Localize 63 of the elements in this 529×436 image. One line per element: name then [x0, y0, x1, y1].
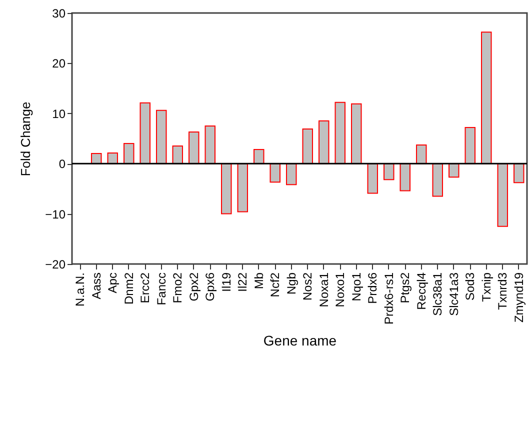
x-tick-label: N.a.N. [73, 272, 88, 307]
x-tick-label: Prdx6-rs1 [382, 272, 396, 325]
x-tick-label: Gpx6 [203, 272, 218, 302]
bar [464, 126, 476, 164]
bar [254, 149, 264, 164]
x-tick-label: Ercc2 [138, 272, 152, 304]
bar [91, 153, 102, 164]
x-tick-label: Ngb [284, 272, 298, 295]
bar [204, 125, 216, 164]
x-tick-label: Noxa1 [316, 272, 331, 308]
x-tick-label: Sod3 [463, 272, 478, 301]
y-tick-label: 30 [52, 6, 66, 20]
bar [221, 163, 232, 214]
bar [334, 102, 346, 164]
bar [351, 103, 362, 164]
x-tick-label: Mb [252, 272, 266, 290]
bar [367, 163, 378, 194]
bar [302, 128, 313, 164]
bar [448, 163, 460, 178]
bar [384, 163, 394, 180]
x-tick-label: Aass [89, 272, 104, 300]
x-axis-title: Gene name [263, 332, 337, 349]
x-tick-label: Il19 [219, 272, 234, 292]
x-tick-label: Ptgs2 [398, 272, 412, 304]
bar [400, 163, 410, 192]
bar [416, 144, 427, 164]
y-tick-label: −20 [45, 258, 66, 272]
bar [156, 110, 167, 164]
x-tick-label: Apc [106, 272, 120, 294]
x-tick-label: Recql4 [414, 272, 428, 310]
bar [140, 102, 150, 164]
x-tick-label: Prdx6 [366, 272, 380, 304]
x-tick-label: Gpx2 [186, 272, 201, 302]
bar [432, 163, 443, 197]
x-tick-label: Txnip [479, 272, 494, 302]
bar [481, 32, 492, 164]
y-tick-label: −10 [45, 207, 66, 222]
y-tick-label: 0 [58, 157, 66, 172]
y-tick-label: 20 [52, 56, 66, 71]
y-axis-title: Fold Change [18, 102, 34, 176]
x-tick-label: Noxo1 [333, 272, 348, 308]
x-tick-label: Slc38a1 [430, 272, 445, 316]
bar [237, 163, 248, 212]
bar [270, 163, 280, 183]
bar [107, 152, 118, 164]
bar [318, 120, 330, 164]
x-tick-label: Fancc [154, 272, 168, 306]
bar [188, 131, 200, 164]
bar [514, 163, 524, 184]
x-tick-label: Fmo2 [170, 272, 185, 304]
x-tick-label: Dnm2 [122, 272, 136, 305]
x-tick-label: Il22 [236, 272, 250, 292]
x-tick-label: Ncf2 [268, 272, 282, 298]
x-tick-label: Nqo1 [349, 272, 364, 302]
y-tick-label: 10 [52, 106, 66, 121]
bar [497, 163, 508, 227]
x-tick-label: Zmynd19 [512, 272, 526, 323]
bar [172, 146, 183, 164]
x-tick-label: Nos2 [300, 272, 315, 301]
x-tick-label: Txnrd3 [496, 272, 510, 310]
bar [286, 163, 297, 186]
x-tick-label: Slc41a3 [446, 272, 461, 316]
bar [124, 143, 134, 164]
